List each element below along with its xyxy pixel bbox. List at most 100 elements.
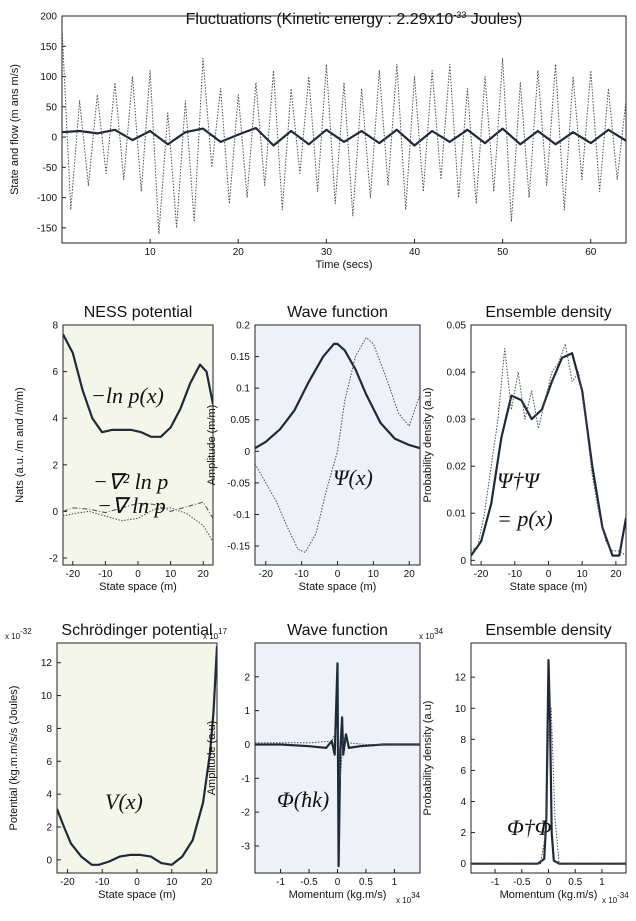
- y-tick-label: 50: [46, 102, 58, 113]
- series-line-thick: [255, 342, 420, 450]
- x-axis-label: State space (m): [299, 581, 377, 593]
- y-tick-label: 0.05: [447, 321, 467, 332]
- x-tick-label: 10: [145, 247, 157, 258]
- series-group: [62, 28, 626, 235]
- y-axis-label: Amplitude (m/m): [206, 405, 218, 486]
- math-annotation: Ψ†Ψ: [497, 468, 541, 493]
- chart-title: Wave function: [287, 622, 388, 639]
- series-group: [255, 337, 420, 553]
- math-annotation: −∇ ln p: [97, 493, 166, 518]
- series-group: [471, 343, 626, 557]
- chart-title: Wave function: [287, 304, 388, 321]
- series-line-dotted: [471, 707, 626, 865]
- y-tick-label: 4: [460, 797, 466, 808]
- y-tick-label: 0.1: [236, 384, 250, 395]
- y-tick-label: 0.05: [231, 415, 251, 426]
- y-exponent: x 1034: [419, 627, 444, 641]
- math-annotation: V(x): [105, 789, 143, 814]
- x-exponent: x 1034: [396, 891, 421, 905]
- y-tick-label: 0: [244, 447, 250, 458]
- x-tick-label: -10: [98, 569, 113, 580]
- chart-title: NESS potential: [84, 304, 193, 321]
- y-tick-label: -3: [241, 841, 250, 852]
- x-tick-label: 30: [321, 247, 333, 258]
- series-line-dotted: [471, 343, 626, 557]
- x-tick-label: 0: [134, 877, 140, 888]
- y-tick-label: 4: [52, 414, 58, 425]
- x-tick-label: 60: [585, 247, 597, 258]
- y-tick-label: -1: [241, 774, 250, 785]
- chart-wave1: Wave function -20 -10 0 10 20 -0.15 -0.1 -0.05 0 0…: [206, 304, 421, 593]
- plot-area: [254, 324, 421, 566]
- y-tick-label: 0.03: [447, 415, 467, 426]
- x-tick-label: 20: [233, 247, 245, 258]
- series-line-dotted: [255, 337, 420, 553]
- y-axis-label: Probability density (a.u): [422, 388, 434, 503]
- y-tick-label: 0: [244, 740, 250, 751]
- x-tick-label: 20: [404, 569, 416, 580]
- x-axis-label: Time (secs): [315, 259, 372, 271]
- x-tick-label: 20: [201, 877, 213, 888]
- y-tick-label: 6: [52, 367, 58, 378]
- y-tick-label: 0: [460, 556, 466, 567]
- series-line-dashdot: [63, 501, 213, 519]
- chart-title: Fluctuations (Kinetic energy : 2.29x10-3…: [186, 10, 523, 28]
- plot-area: [470, 324, 627, 566]
- y-tick-label: -2: [49, 554, 58, 565]
- series-group: [471, 658, 626, 865]
- x-tick-label: -10: [508, 569, 523, 580]
- y-tick-label: 0: [51, 133, 57, 144]
- math-annotation: Ψ(x): [333, 465, 373, 490]
- y-tick-label: 0.15: [231, 352, 251, 363]
- x-tick-label: 10: [368, 569, 380, 580]
- y-tick-label: -0.05: [227, 478, 250, 489]
- x-tick-label: -20: [259, 569, 274, 580]
- chart-title: Ensemble density: [485, 304, 611, 321]
- series-line-thick: [471, 352, 626, 557]
- x-tick-label: 0.5: [359, 877, 373, 888]
- chart-schro: Schrödinger potential -20 -10 0 10 20 0 2 4 6 8 10 1…: [5, 622, 218, 901]
- x-exponent: x 10-34: [602, 891, 629, 905]
- plot-area: [56, 642, 218, 874]
- y-exponent: x 1017: [203, 627, 228, 641]
- series-line-thick: [63, 333, 213, 438]
- y-tick-label: 6: [46, 757, 52, 768]
- y-tick-label: -0.1: [233, 510, 251, 521]
- y-axis-label: Potential (kg.m.m/s/s (Joules): [8, 686, 20, 831]
- x-tick-label: -20: [474, 569, 489, 580]
- x-tick-label: -10: [294, 569, 309, 580]
- x-tick-label: 1: [599, 877, 605, 888]
- chart-title: Ensemble density: [485, 622, 611, 639]
- y-axis-label: Amplitude (a.u): [206, 721, 218, 796]
- x-axis-label: State space (m): [510, 581, 588, 593]
- math-annotation: Φ(ħk): [277, 787, 329, 812]
- plot-area: [61, 15, 627, 244]
- x-tick-label: 0: [546, 877, 552, 888]
- y-tick-label: -150: [37, 223, 57, 234]
- math-annotation: = p(x): [497, 506, 553, 531]
- x-axis-label: Momentum (kg.m/s): [500, 889, 598, 901]
- y-tick-label: 8: [52, 321, 58, 332]
- x-tick-label: 0: [335, 877, 341, 888]
- x-tick-label: -1: [276, 877, 285, 888]
- math-annotation: Φ†Φ: [507, 815, 552, 840]
- y-tick-label: 2: [52, 460, 58, 471]
- x-tick-label: 0: [135, 569, 141, 580]
- series-line-thick: [62, 126, 626, 147]
- series-group: [63, 333, 213, 542]
- x-tick-label: -10: [95, 877, 110, 888]
- x-tick-label: 1: [392, 877, 398, 888]
- series-line-dotted: [255, 727, 420, 779]
- y-tick-label: -2: [241, 808, 250, 819]
- y-tick-label: 200: [40, 12, 57, 23]
- y-tick-label: 12: [455, 673, 467, 684]
- x-tick-label: 10: [577, 569, 589, 580]
- chart-dens2: Ensemble density-1 -0.5 0 0.5 1024681012Mome…: [419, 622, 629, 905]
- y-tick-label: 10: [455, 704, 467, 715]
- chart-wave2: Wave function -1 -0.5 0 0.5 1 -3 -2 -1 0 1 2 Momentu…: [203, 622, 421, 905]
- y-tick-label: 0: [52, 507, 58, 518]
- y-tick-label: 100: [40, 72, 57, 83]
- y-tick-label: 2: [460, 828, 466, 839]
- plot-area: [62, 324, 214, 566]
- x-tick-label: 0: [546, 569, 552, 580]
